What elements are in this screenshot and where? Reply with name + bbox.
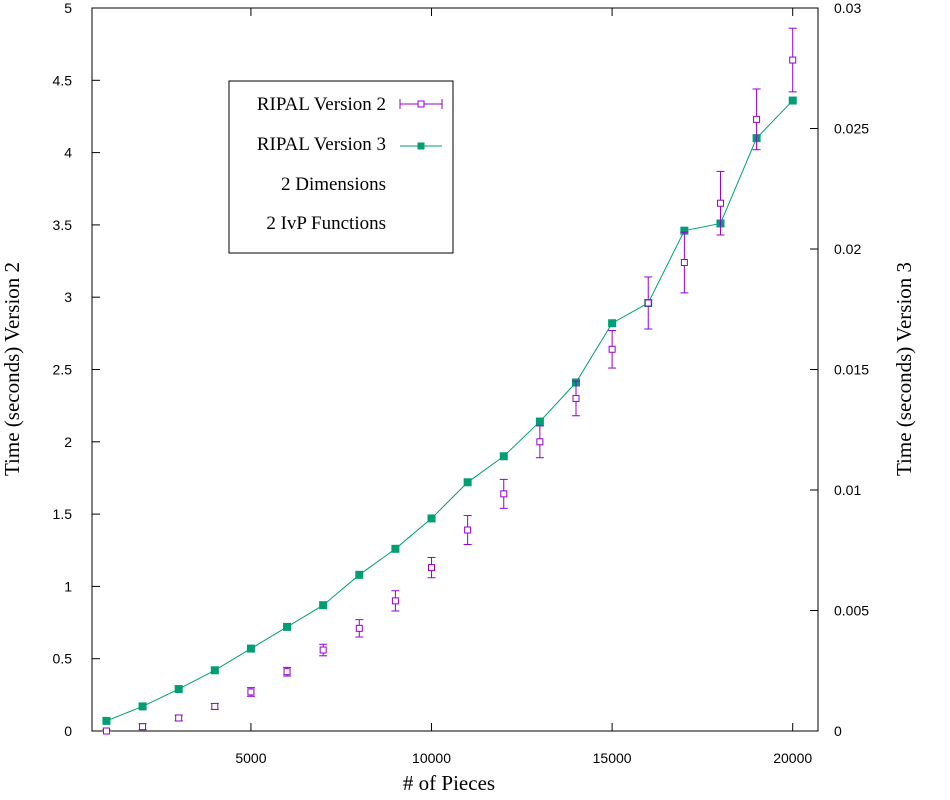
legend-box [228,80,454,254]
data-point-ripal-version-2 [608,345,616,353]
data-point-ripal-version-2 [716,199,724,207]
x-tick-label: 5000 [235,750,266,766]
y-right-tick-label: 0.01 [834,482,861,498]
data-point-ripal-version-2 [789,56,797,64]
data-point-ripal-version-3 [535,417,544,426]
y-left-tick-label: 0 [64,723,72,739]
series-ripal-version-3 [102,96,797,725]
data-point-ripal-version-2 [464,526,472,534]
data-point-ripal-version-3 [427,514,436,523]
legend-label-ripal-version-3: RIPAL Version 3 [257,134,386,155]
series-line-ripal-version-3 [106,100,794,722]
data-point-ripal-version-2 [283,668,291,676]
data-point-ripal-version-2 [319,646,327,654]
data-point-ripal-version-3 [319,601,328,610]
data-point-ripal-version-2 [211,702,219,710]
y-left-tick-label: 2.5 [53,362,73,378]
y-left-tick-label: 3.5 [53,217,73,233]
y-axis-title-left: Time (seconds) Version 2 [0,262,24,476]
data-point-ripal-version-2 [139,723,147,731]
legend-key-ripal-version-3 [400,142,442,150]
data-point-ripal-version-2 [391,597,399,605]
y-left-tick-label: 4.5 [53,72,73,88]
plot-frame [91,7,819,732]
legend-label-ripal-version-2: RIPAL Version 2 [257,94,386,115]
series-ripal-version-2 [102,27,797,735]
legend-note-ivp-functions: 2 IvP Functions [266,213,386,234]
data-point-ripal-version-2 [428,564,436,572]
y-left-tick-label: 3 [64,289,72,305]
data-point-ripal-version-2 [247,688,255,696]
data-point-ripal-version-3 [608,319,617,328]
x-tick-label: 15000 [593,750,632,766]
data-point-ripal-version-3 [283,622,292,631]
data-point-ripal-version-3 [174,685,183,694]
data-point-ripal-version-3 [138,702,147,711]
y-left-tick-label: 4 [64,145,72,161]
y-axis-title-right: Time (seconds) Version 3 [892,262,916,476]
y-right-tick-label: 0.025 [834,121,869,137]
x-axis-title: # of Pieces [403,771,495,795]
data-point-ripal-version-3 [355,570,364,579]
data-point-ripal-version-2 [500,490,508,498]
data-point-ripal-version-3 [788,96,797,105]
data-point-ripal-version-2 [644,299,652,307]
y-left-tick-label: 1.5 [53,506,73,522]
y-left-tick-label: 2 [64,434,72,450]
data-point-ripal-version-2 [572,394,580,402]
y-right-tick-label: 0.005 [834,603,869,619]
data-point-ripal-version-2 [175,714,183,722]
y-left-tick-label: 1 [64,578,72,594]
data-point-ripal-version-3 [102,716,111,725]
x-tick-label: 20000 [773,750,812,766]
data-point-ripal-version-2 [102,727,110,735]
y-right-tick-label: 0 [834,723,842,739]
legend-note-dimensions: 2 Dimensions [281,174,386,195]
data-point-ripal-version-2 [680,258,688,266]
data-point-ripal-version-2 [753,115,761,123]
data-point-ripal-version-3 [499,452,508,461]
data-point-ripal-version-3 [391,544,400,553]
y-right-tick-label: 0.015 [834,362,869,378]
legend-key-ripal-version-2 [399,99,443,109]
y-right-tick-label: 0.02 [834,241,861,257]
data-point-ripal-version-3 [210,666,219,675]
data-point-ripal-version-2 [355,624,363,632]
data-point-ripal-version-3 [246,644,255,653]
legend: RIPAL Version 2 RIPAL Version 3 2 Dimens… [228,80,454,254]
y-right-tick-label: 0.03 [834,0,861,16]
x-tick-label: 10000 [412,750,451,766]
y-left-tick-label: 0.5 [53,651,73,667]
axis-ticks: 5000 10000 15000 20000 0 0.5 1 1.5 2 2.5 3 3.5 4 4.5 5… [53,0,870,766]
y-left-tick-label: 5 [64,0,72,16]
data-point-ripal-version-2 [536,438,544,446]
data-point-ripal-version-3 [463,478,472,487]
